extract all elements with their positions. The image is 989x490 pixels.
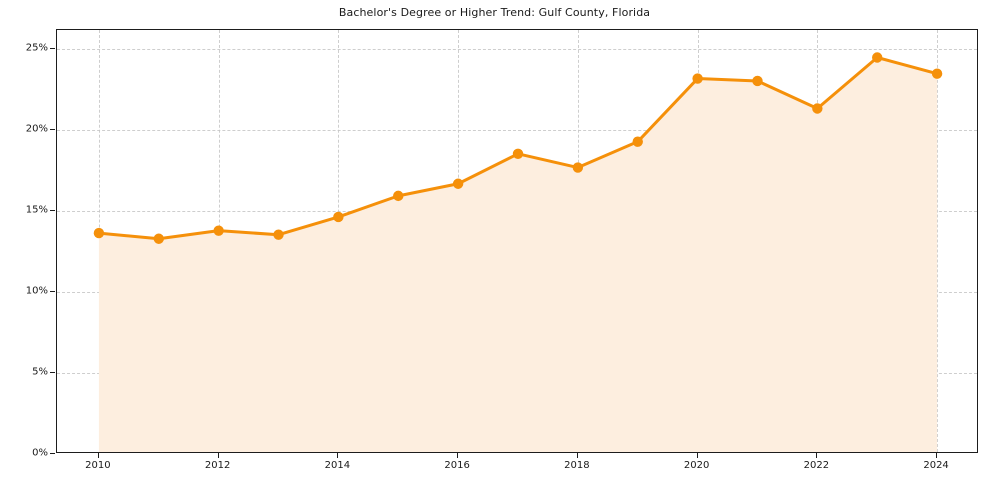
y-axis-tick-mark xyxy=(50,210,55,212)
data-point-marker xyxy=(692,73,703,84)
plot-area xyxy=(56,29,978,453)
y-axis-tick-label: 25% xyxy=(25,42,48,54)
x-axis-tick-label: 2022 xyxy=(803,460,830,471)
x-axis-tick-label: 2020 xyxy=(683,460,710,471)
y-axis-tick-label: 20% xyxy=(25,123,48,135)
x-axis-tick-label: 2016 xyxy=(444,460,470,471)
y-axis-tick-label: 15% xyxy=(25,204,48,216)
data-point-marker xyxy=(931,68,943,79)
y-axis-tick-mark xyxy=(50,129,55,131)
data-point-markers xyxy=(93,52,943,244)
x-axis-tick-mark xyxy=(696,453,698,458)
x-axis-tick-mark xyxy=(457,453,459,458)
y-axis-tick-mark xyxy=(50,291,55,293)
data-point-marker xyxy=(512,148,524,159)
x-axis-tick-label: 2012 xyxy=(204,460,231,471)
gridline-horizontal xyxy=(57,49,977,51)
x-axis-tick-mark xyxy=(97,453,99,458)
series-line-area xyxy=(93,52,943,452)
x-axis-tick-label: 2010 xyxy=(85,460,111,471)
gridline-horizontal xyxy=(57,130,977,132)
chart-title: Bachelor's Degree or Higher Trend: Gulf … xyxy=(338,6,651,19)
area-fill xyxy=(98,57,938,452)
x-axis-tick-mark xyxy=(816,453,818,458)
y-axis-tick-mark xyxy=(50,372,55,374)
x-axis-tick-label: 2024 xyxy=(923,460,949,471)
data-point-marker xyxy=(273,229,284,240)
data-point-marker xyxy=(752,75,763,87)
y-axis-tick-mark xyxy=(50,453,55,454)
data-point-marker xyxy=(213,225,224,236)
gridline-vertical xyxy=(937,30,939,452)
x-axis-tick-mark xyxy=(217,453,219,458)
data-point-marker xyxy=(452,178,464,189)
data-point-marker xyxy=(393,190,404,202)
y-axis-tick-label: 0% xyxy=(32,447,48,459)
data-point-marker xyxy=(572,162,584,173)
data-point-marker xyxy=(872,52,883,63)
y-axis-tick-labels: 0% 5% 10% 15% 20% 25% xyxy=(0,29,55,459)
data-point-marker xyxy=(93,227,105,239)
x-axis-tick-label: 2014 xyxy=(324,460,351,471)
data-point-marker xyxy=(632,136,643,147)
x-axis-tick-mark xyxy=(936,453,938,458)
x-axis-tick-mark xyxy=(576,453,578,458)
data-point-marker xyxy=(153,233,164,244)
x-axis-tick-labels: 2010 2012 2014 2016 2018 2020 2022 2024 xyxy=(56,453,978,483)
data-point-marker xyxy=(812,103,823,114)
data-point-marker xyxy=(333,211,344,223)
y-axis-tick-mark xyxy=(50,48,55,50)
y-axis-tick-label: 5% xyxy=(32,366,48,378)
x-axis-tick-mark xyxy=(337,453,339,458)
x-axis-tick-label: 2018 xyxy=(564,460,590,471)
y-axis-tick-label: 10% xyxy=(25,285,48,297)
